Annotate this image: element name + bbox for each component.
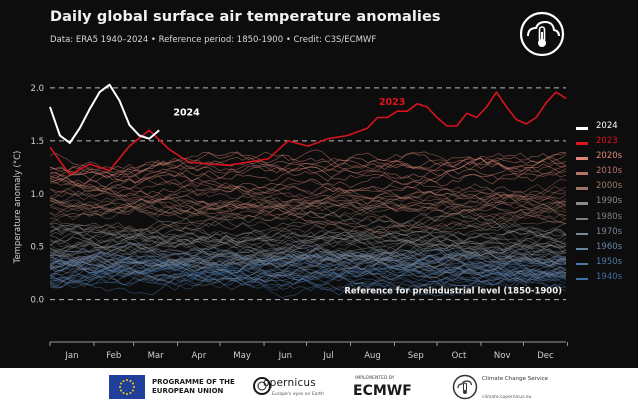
x-tick-label: Jul	[322, 351, 333, 361]
footer-logos: PROGRAMME OF THE EUROPEAN UNION opernicu…	[0, 368, 638, 405]
legend-swatch	[576, 172, 588, 175]
x-tick-label: Aug	[364, 351, 381, 361]
series-line-2023	[49, 91, 567, 176]
decade-trace-2010s	[49, 179, 567, 200]
decade-trace-2020s	[49, 168, 567, 198]
decade-trace-2010s	[49, 178, 567, 199]
x-tick-label: Apr	[191, 351, 206, 361]
decade-trace-2010s	[49, 180, 567, 218]
legend-label: 1950s	[596, 256, 623, 267]
legend-label: 1980s	[596, 211, 623, 222]
reference-label: Reference for preindustrial level (1850-…	[344, 287, 562, 297]
x-tick-label: May	[233, 351, 251, 361]
legend-swatch	[576, 127, 588, 130]
decade-trace-1970s	[49, 252, 567, 286]
legend-label: 1960s	[596, 241, 623, 252]
decade-trace-2010s	[49, 179, 567, 212]
x-tick-label: Nov	[494, 351, 511, 361]
annotation-2023: 2023	[379, 97, 405, 108]
chart-subtitle: Data: ERA5 1940–2024 • Reference period:…	[50, 35, 377, 45]
y-tick-label: 1.5	[30, 137, 44, 147]
x-tick-label: Dec	[537, 351, 554, 361]
decade-trace-2020s	[49, 156, 567, 182]
decade-trace-2010s	[49, 184, 567, 214]
legend-swatch	[576, 262, 588, 266]
c3s-label: Climate Change Service	[482, 376, 549, 382]
c3s-thermometer-icon	[452, 374, 478, 400]
eu-flag-icon	[109, 375, 145, 399]
decade-trace-2010s	[49, 195, 567, 219]
legend-label: 2020s	[596, 151, 623, 162]
legend-label: 2024	[596, 121, 618, 131]
decade-trace-1980s	[49, 243, 567, 269]
x-tick-label: Jan	[64, 351, 78, 361]
legend-swatch	[576, 142, 588, 145]
legend-swatch	[576, 232, 588, 236]
legend-swatch	[576, 247, 588, 251]
x-tick-label: Mar	[148, 351, 165, 361]
decade-trace-2010s	[49, 181, 567, 221]
decade-trace-1990s	[49, 222, 567, 254]
y-tick-label: 0.5	[30, 243, 44, 253]
decade-trace-2010s	[49, 188, 567, 219]
decade-trace-1980s	[49, 242, 567, 272]
chart-canvas: Reference for preindustrial level (1850-…	[13, 83, 568, 361]
y-tick-label: 1.0	[30, 190, 44, 200]
decade-trace-1980s	[49, 223, 567, 261]
decade-trace-1970s	[49, 249, 567, 274]
decade-trace-1990s	[49, 229, 567, 256]
y-axis-label: Temperature anomaly (°C)	[13, 151, 23, 265]
annotation-2024: 2024	[173, 107, 200, 118]
x-tick-label: Sep	[408, 351, 424, 361]
decade-trace-1960s	[49, 266, 567, 285]
implemented-by-label: IMPLEMENTED BY	[355, 376, 395, 381]
legend-label: 1990s	[596, 196, 623, 207]
legend-label: 2023	[596, 136, 618, 147]
decade-trace-1960s	[49, 250, 567, 290]
copernicus-logo-icon	[253, 377, 271, 395]
series-line-2024	[49, 83, 160, 144]
decade-trace-2020s	[49, 158, 567, 193]
ecmwf-logo: ECMWF	[353, 383, 412, 399]
legend-swatch	[576, 202, 588, 205]
decade-trace-1990s	[49, 220, 567, 251]
chart-title: Daily global surface air temperature ano…	[50, 9, 441, 25]
legend-label: 2010s	[596, 166, 623, 177]
legend-label: 1970s	[596, 226, 623, 237]
decade-trace-2000s	[49, 197, 567, 236]
decade-trace-2000s	[49, 203, 567, 237]
decade-trace-1940s	[49, 256, 567, 293]
y-tick-label: 0.0	[30, 296, 44, 306]
eu-programme-label: PROGRAMME OF THE EUROPEAN UNION	[152, 378, 235, 395]
decade-trace-1950s	[49, 266, 567, 290]
decade-trace-1980s	[49, 227, 567, 256]
legend-label: 2000s	[596, 181, 623, 192]
decade-trace-1940s	[49, 269, 567, 299]
legend-swatch	[576, 217, 588, 221]
legend-swatch	[576, 157, 588, 160]
decade-trace-2010s	[49, 174, 567, 216]
decade-trace-1950s	[49, 262, 567, 282]
x-tick-label: Feb	[106, 351, 121, 361]
decade-trace-1980s	[49, 231, 567, 258]
x-tick-label: Jun	[278, 351, 292, 361]
decade-trace-2000s	[49, 193, 567, 220]
legend-label: 1940s	[596, 271, 623, 282]
decade-trace-1960s	[49, 247, 567, 279]
decade-trace-2020s	[49, 152, 567, 184]
legend-swatch	[576, 187, 588, 190]
x-tick-label: Oct	[452, 351, 467, 361]
decade-trace-1990s	[49, 226, 567, 261]
y-tick-label: 2.0	[30, 84, 44, 94]
copernicus-label: opernicus	[263, 377, 316, 389]
c3s-url: climate.copernicus.eu	[482, 395, 532, 400]
thermometer-cloud-icon	[519, 11, 565, 57]
decade-trace-2020s	[49, 151, 567, 176]
legend-swatch	[576, 277, 588, 281]
decade-trace-1970s	[49, 245, 567, 283]
decade-trace-1980s	[49, 239, 567, 277]
copernicus-tagline: Europe's eyes on Earth	[272, 392, 324, 397]
decade-trace-2020s	[49, 158, 567, 192]
decade-trace-2000s	[49, 198, 567, 229]
